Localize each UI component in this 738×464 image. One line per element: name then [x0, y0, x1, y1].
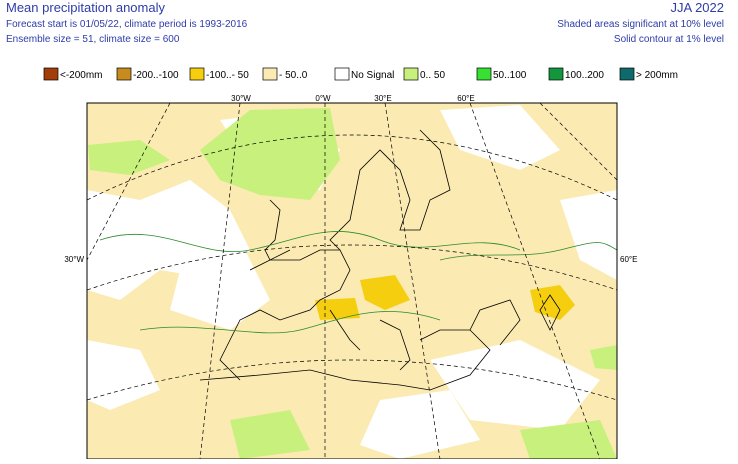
legend-swatch [619, 67, 635, 81]
lon-label: 30°E [374, 94, 391, 103]
legend-swatch [262, 67, 278, 81]
lon-label: 60°E [620, 255, 637, 264]
legend-label: -100..- 50 [206, 70, 249, 81]
legend-label: No Signal [351, 70, 394, 81]
season: JJA 2022 [671, 0, 725, 15]
legend-label: 50..100 [493, 70, 527, 81]
note: Solid contour at 1% level [614, 34, 724, 45]
legend-label: 0.. 50 [420, 70, 445, 81]
legend-swatch [116, 67, 132, 81]
subtitle: Ensemble size = 51, climate size = 600 [6, 34, 180, 45]
note: Shaded areas significant at 10% level [557, 19, 724, 30]
legend-label: -200..-100 [133, 70, 179, 81]
legend-swatch [476, 67, 492, 81]
legend-swatch [548, 67, 564, 81]
legend-label: <-200mm [60, 70, 103, 81]
subtitle: Forecast start is 01/05/22, climate peri… [6, 19, 248, 30]
legend-swatch [334, 67, 350, 81]
lon-label: 0°W [315, 94, 331, 103]
map [87, 103, 617, 459]
legend-label: 100..200 [565, 70, 604, 81]
legend-swatch [403, 67, 419, 81]
lon-label: 30°W [64, 255, 84, 264]
legend: <-200mm -200..-100 -100..- 50 - 50..0 No Sig… [43, 67, 678, 81]
lon-label: 60°E [457, 94, 474, 103]
legend-swatch [43, 67, 59, 81]
legend-swatch [189, 67, 205, 81]
legend-label: - 50..0 [279, 70, 308, 81]
title: Mean precipitation anomaly [6, 0, 165, 15]
legend-label: > 200mm [636, 70, 678, 81]
lon-label: 30°W [231, 94, 251, 103]
